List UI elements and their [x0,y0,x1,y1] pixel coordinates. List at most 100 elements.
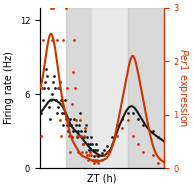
Point [66,124,69,127]
Point [39,135,42,138]
Point [52,74,55,77]
Point [58,80,61,83]
Point [50,6,53,9]
Point [141,124,145,127]
Point [61,111,64,114]
Point [45,74,48,77]
Point [44,68,47,71]
Point [121,117,124,120]
Point [63,111,66,114]
Point [65,117,68,120]
Point [91,159,94,162]
Point [41,99,44,102]
Point [89,151,92,154]
Point [94,154,97,157]
Point [46,86,49,89]
Point [97,154,100,157]
Point [93,159,96,162]
Point [83,130,86,133]
Point [52,6,55,9]
Point [116,135,119,138]
Point [105,145,108,148]
Point [42,38,45,41]
Point [157,162,160,165]
Point [82,143,85,146]
Point [68,124,71,127]
Point [121,127,124,130]
Point [84,127,87,130]
Point [78,135,81,138]
Point [100,159,103,162]
Point [73,117,76,120]
Point [89,136,93,139]
Bar [127,8,164,168]
Point [77,124,80,127]
Point [64,6,67,9]
Point [64,99,67,102]
Point [92,148,95,151]
Point [131,135,134,138]
Point [88,142,92,145]
Point [103,148,106,151]
Point [51,80,54,83]
Point [61,124,65,127]
Point [51,38,54,41]
Point [94,148,97,151]
Point [74,124,77,127]
Point [70,124,73,127]
Point [87,148,90,151]
Point [72,130,75,133]
Point [84,124,87,127]
Point [83,135,86,138]
Point [92,162,95,165]
Point [87,159,90,162]
Point [50,93,53,96]
Point [69,117,72,120]
Point [57,86,61,89]
Point [57,86,60,89]
Point [74,86,77,89]
Point [96,162,99,165]
Point [136,143,139,146]
Point [71,70,74,74]
Point [90,142,94,145]
Point [75,135,79,138]
Point [94,142,98,145]
Point [152,130,155,133]
Point [56,105,60,108]
Point [116,124,119,127]
Point [41,86,44,89]
Point [88,154,91,157]
Bar [92,8,127,168]
Point [86,142,89,145]
Point [96,148,99,151]
Point [65,86,68,89]
Point [67,135,70,138]
Point [79,119,82,122]
Point [43,80,46,83]
Point [76,130,79,133]
Point [81,151,84,154]
Point [111,136,114,139]
Point [81,142,84,145]
Point [66,119,69,122]
Point [136,117,139,120]
Point [58,119,61,122]
Point [54,99,57,102]
Point [74,119,78,122]
Point [103,154,106,157]
Point [60,99,63,102]
Point [93,154,96,157]
X-axis label: ZT (h): ZT (h) [87,174,117,184]
Point [56,38,59,41]
Point [152,154,155,157]
Point [60,102,63,105]
Point [86,154,89,157]
Point [100,152,103,155]
Point [85,136,88,139]
Point [69,135,72,138]
Point [49,99,52,102]
Point [55,111,59,114]
Point [131,111,134,114]
Point [79,130,82,133]
